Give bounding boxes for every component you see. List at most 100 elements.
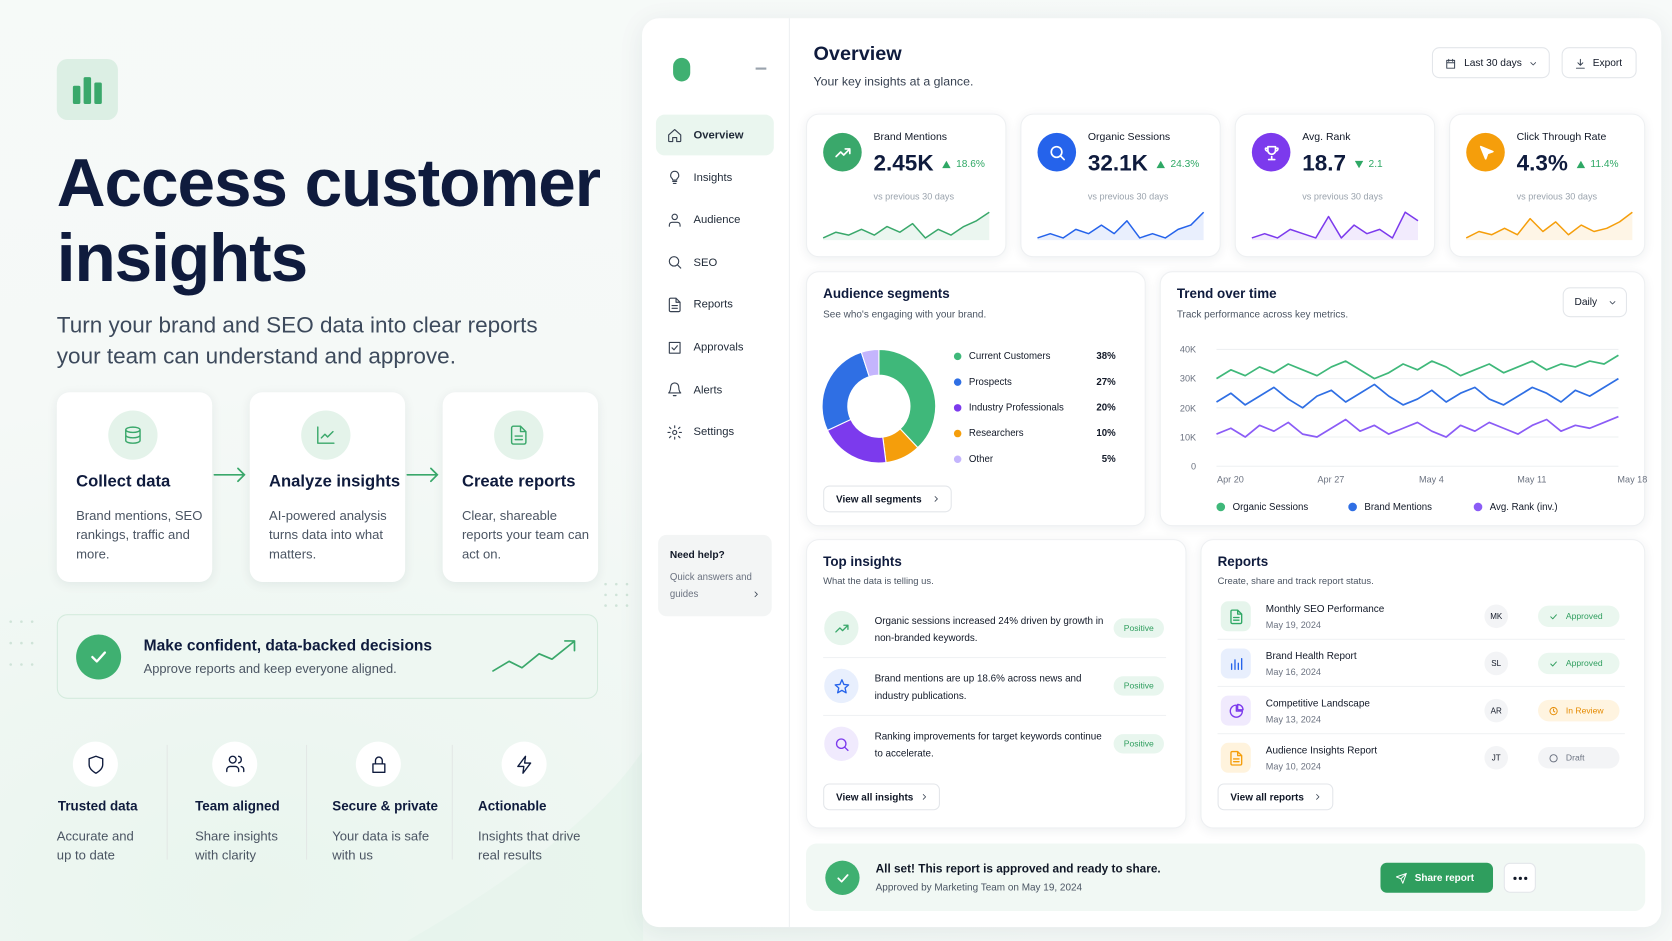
status-pill: [1538, 652, 1620, 675]
owner-avatar: [1484, 745, 1509, 770]
nav-label: SEO: [693, 255, 718, 269]
page-subtitle: Your key insights at a glance.: [813, 76, 974, 89]
decor-curve: [407, 750, 644, 941]
feature-title: Team aligned: [195, 798, 280, 814]
card-title: Top insights: [823, 554, 902, 570]
insight-text: Organic sessions increased 24% driven by…: [874, 615, 1104, 643]
kpi-value: 18.7: [1302, 151, 1347, 176]
feature-icon-circle: [72, 741, 118, 787]
card-subtitle: Create, share and track report status.: [1217, 575, 1374, 587]
icon-shape: [371, 755, 385, 773]
arrow-shape: [942, 160, 951, 168]
nav-item[interactable]: [655, 114, 774, 156]
icon: [1049, 145, 1065, 160]
icon: [317, 426, 335, 444]
icon: [666, 424, 682, 440]
logo-icon: [72, 77, 102, 104]
icon-shape: [1479, 145, 1494, 160]
report-icon-tile: [1220, 601, 1251, 632]
legend-dot: [1473, 502, 1483, 512]
icon: [1264, 145, 1279, 160]
kpi-value-row: 4.3% 11.4%: [1517, 151, 1646, 177]
icon-shape: [834, 624, 849, 633]
nav-label: Settings: [693, 425, 735, 439]
icon: [371, 755, 385, 773]
chart-control[interactable]: [1562, 287, 1627, 318]
icon-shape: [1549, 660, 1557, 666]
help-text: Quick answers and guides: [669, 571, 752, 599]
icon: [754, 590, 758, 597]
x-tick-label: May 18: [1617, 473, 1648, 485]
icon-shape: [934, 496, 938, 502]
owner-avatar: [1484, 651, 1509, 676]
y-tick-label: 20K: [1179, 402, 1197, 414]
chart-subtitle: Track performance across key metrics.: [1176, 308, 1349, 320]
icon: [510, 425, 527, 445]
decor-line: [492, 640, 576, 672]
help-title: Need help?: [669, 549, 725, 562]
icon-shape: [833, 678, 849, 693]
kpi-trend-arrow: [1576, 160, 1586, 168]
kpi-value: 2.45K: [873, 151, 934, 176]
button-label: View all segments: [836, 493, 922, 505]
icon: [835, 737, 849, 751]
legend-label: Other: [968, 453, 994, 465]
icon: [834, 147, 851, 157]
icon: [922, 794, 926, 800]
feature-description: Insights that drive real results: [478, 828, 581, 863]
banner-title: Make confident, data-backed decisions: [143, 637, 433, 655]
kpi-value-row: 32.1K 24.3%: [1088, 151, 1217, 177]
segments-button[interactable]: [823, 485, 952, 513]
step-title: Create reports: [461, 472, 576, 491]
icon: [125, 426, 141, 444]
legend-label: Organic Sessions: [1232, 501, 1309, 513]
step-description: Clear, shareable reports your team can a…: [461, 508, 590, 562]
value-label: 10%: [1096, 427, 1116, 439]
owner-initials: SL: [1491, 658, 1502, 669]
report-icon-tile: [1220, 742, 1251, 773]
kpi-change: 11.4%: [1590, 158, 1619, 170]
arrow-shape: [1354, 160, 1364, 168]
legend-dot: [953, 454, 961, 463]
insight-icon-circle: [824, 726, 859, 761]
help-box[interactable]: [658, 534, 772, 617]
icon: [667, 128, 681, 142]
more-button[interactable]: [1503, 862, 1536, 893]
legend-label: Industry Professionals: [968, 401, 1064, 413]
row-divider: [1217, 733, 1625, 735]
icon: [1609, 300, 1615, 304]
icon: [87, 755, 103, 774]
icon: [1229, 703, 1244, 718]
owner-initials: AR: [1490, 705, 1502, 716]
icon: [834, 624, 849, 633]
feature-icon-circle: [501, 741, 547, 787]
insights-button[interactable]: [823, 783, 940, 811]
nav-label: Insights: [693, 171, 733, 184]
icon: [668, 256, 681, 269]
status-pill: [1538, 747, 1620, 769]
legend-dot: [1216, 502, 1226, 512]
reports-button[interactable]: [1217, 783, 1334, 811]
kpi-value-row: 18.7 2.1: [1302, 151, 1431, 177]
icon: [668, 341, 681, 354]
icon-shape: [1230, 657, 1242, 670]
icon-shape: [125, 426, 141, 444]
report-date: May 16, 2024: [1265, 666, 1322, 678]
kpi-label: Click Through Rate: [1516, 131, 1607, 144]
icon-shape: [1229, 703, 1244, 718]
legend-dot: [953, 352, 961, 360]
kpi-change: 24.3%: [1170, 158, 1200, 170]
icon: [1229, 608, 1242, 624]
kpi-trend-arrow: [942, 160, 951, 168]
export-button[interactable]: [1561, 47, 1637, 79]
feature-icon-circle: [355, 741, 401, 787]
icon-shape: [1229, 750, 1242, 766]
step-icon-circle: [108, 410, 158, 460]
legend-dot: [953, 403, 961, 412]
owner-initials: JT: [1491, 752, 1501, 763]
badge: [1113, 676, 1164, 696]
icon: [516, 755, 531, 774]
icon-shape: [1609, 300, 1615, 304]
